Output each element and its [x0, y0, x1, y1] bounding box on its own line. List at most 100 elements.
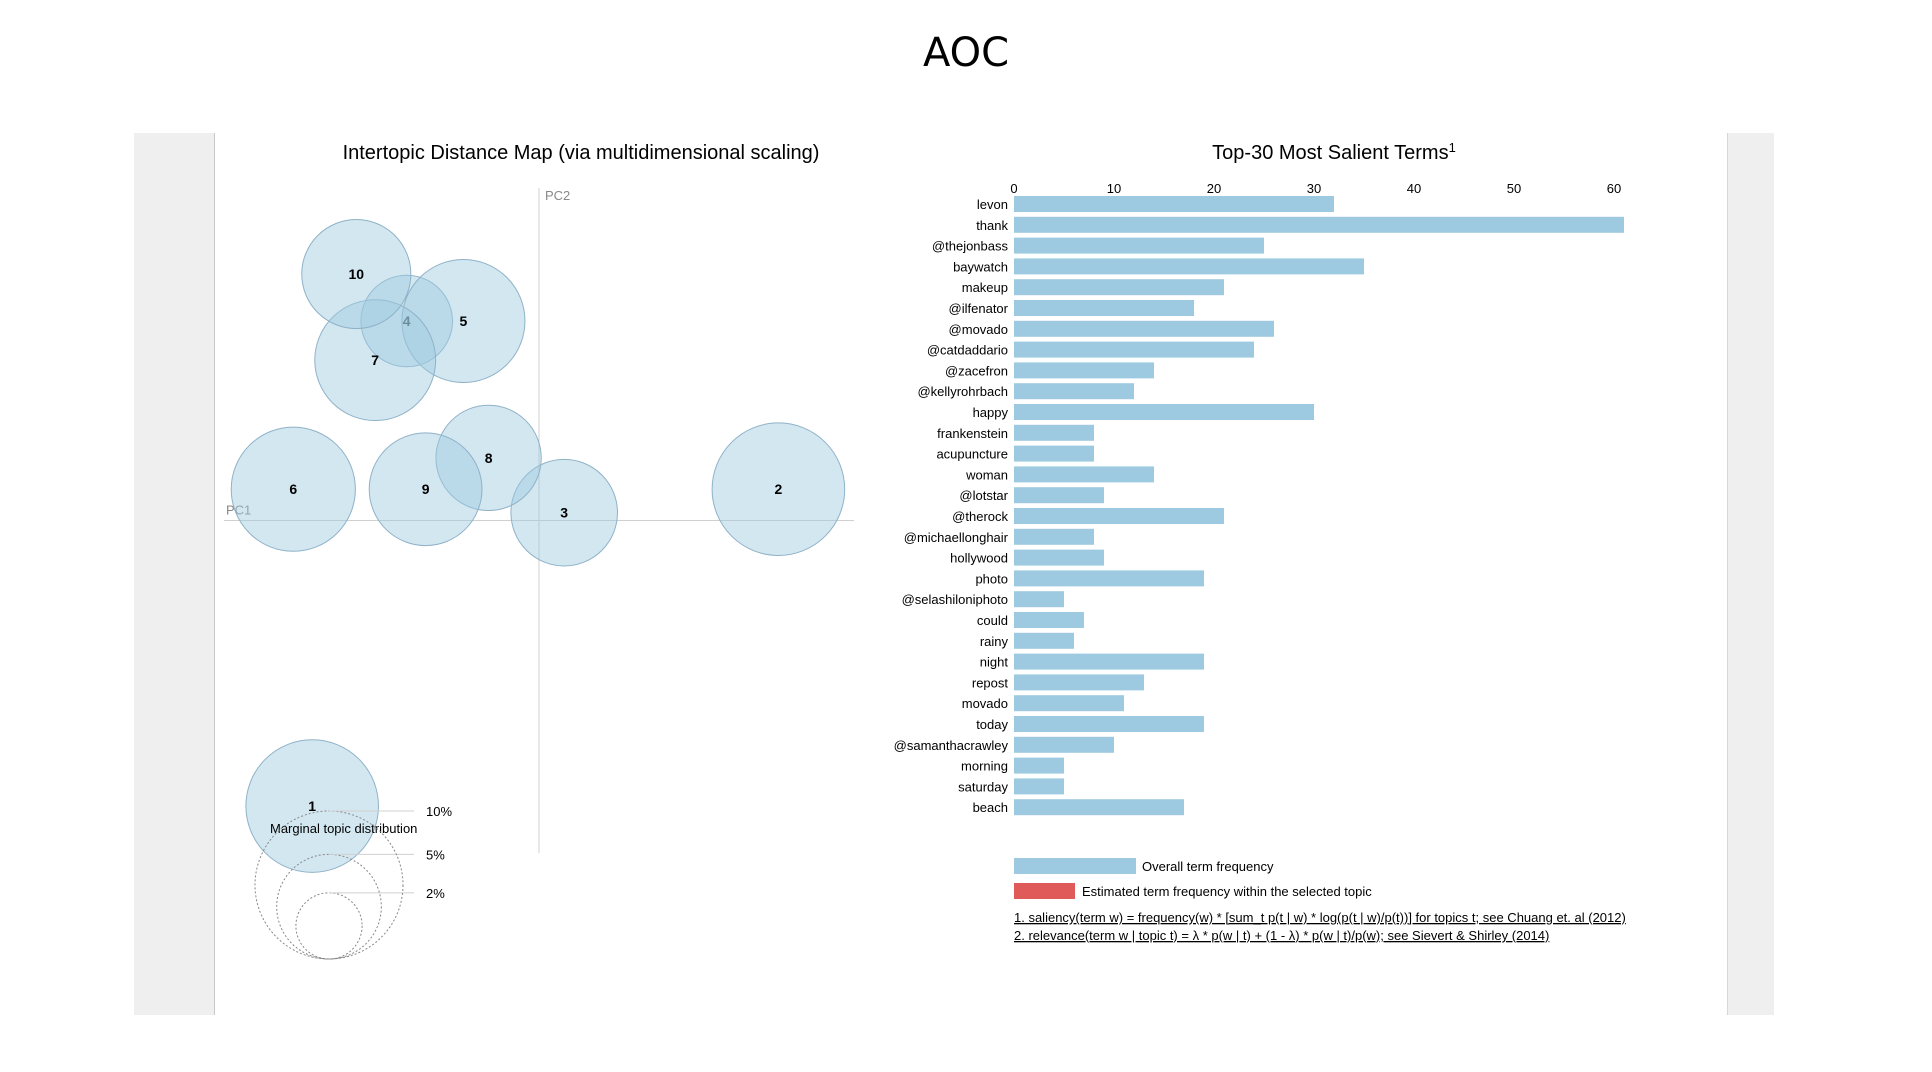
term-label: @selashiloniphoto	[902, 592, 1008, 607]
term-row[interactable]: baywatch	[953, 258, 1364, 275]
term-row[interactable]: @samanthacrawley	[894, 736, 1114, 753]
term-row[interactable]: night	[980, 653, 1204, 670]
term-row[interactable]: @kellyrohrbach	[917, 383, 1134, 400]
term-row[interactable]: makeup	[962, 279, 1224, 296]
term-label: woman	[965, 467, 1008, 482]
term-row[interactable]: woman	[965, 466, 1154, 483]
term-bar[interactable]	[1014, 632, 1074, 649]
topic-bubble[interactable]: 5	[401, 258, 526, 384]
bar-tick-label: 30	[1307, 181, 1321, 196]
term-bar[interactable]	[1014, 279, 1224, 296]
term-row[interactable]: morning	[961, 757, 1064, 774]
term-row[interactable]: @thejonbass	[932, 237, 1264, 254]
bar-tick-label: 20	[1207, 181, 1221, 196]
term-bar[interactable]	[1014, 362, 1154, 379]
topic-circle[interactable]	[301, 219, 412, 330]
topic-circle[interactable]	[401, 258, 526, 384]
term-row[interactable]: happy	[973, 404, 1314, 420]
term-row[interactable]: rainy	[980, 632, 1074, 649]
term-row[interactable]: today	[976, 716, 1204, 732]
term-bar[interactable]	[1014, 570, 1204, 587]
bar-legend: Overall term frequency Estimated term fr…	[1014, 858, 1372, 899]
term-bar[interactable]	[1014, 445, 1094, 462]
salient-term-bars: levon thank @thejonbass baywatch makeup @ilfe…	[894, 196, 1624, 816]
term-bar[interactable]	[1014, 341, 1254, 358]
term-row[interactable]: repost	[972, 674, 1144, 691]
topic-circle[interactable]	[245, 739, 379, 873]
term-bar[interactable]	[1014, 216, 1624, 233]
topic-circle[interactable]	[435, 404, 542, 512]
topic-bubble[interactable]: 1	[245, 739, 379, 873]
topic-bubble[interactable]: 4	[360, 274, 453, 368]
term-label: night	[980, 655, 1009, 670]
term-row[interactable]: thank	[976, 216, 1624, 233]
term-label: happy	[973, 405, 1009, 420]
term-bar[interactable]	[1014, 674, 1144, 691]
term-bar[interactable]	[1014, 528, 1094, 545]
footnote-relevance: 2. relevance(term w | topic t) = λ * p(w…	[1014, 928, 1549, 943]
term-bar[interactable]	[1014, 716, 1204, 732]
term-bar[interactable]	[1014, 424, 1094, 441]
topic-circle[interactable]	[368, 432, 483, 547]
topic-bubble[interactable]: 8	[435, 404, 542, 512]
term-row[interactable]: @ilfenator	[949, 300, 1194, 316]
term-row[interactable]: levon	[977, 196, 1334, 212]
topic-bubble[interactable]: 2	[711, 422, 846, 556]
term-bar[interactable]	[1014, 757, 1064, 774]
topic-bubble[interactable]: 7	[314, 299, 437, 422]
topic-bubble[interactable]: 9	[368, 432, 483, 547]
term-bar[interactable]	[1014, 237, 1264, 254]
term-bar[interactable]	[1014, 258, 1364, 275]
term-row[interactable]: @selashiloniphoto	[902, 591, 1064, 608]
topic-number-label: 5	[460, 313, 468, 329]
topic-circle[interactable]	[510, 458, 618, 567]
topic-bubble[interactable]: 10	[301, 219, 412, 330]
term-bar[interactable]	[1014, 404, 1314, 420]
term-label: @movado	[949, 322, 1008, 337]
term-label: repost	[972, 675, 1009, 690]
term-row[interactable]: @zacefron	[945, 362, 1154, 379]
term-bar[interactable]	[1014, 487, 1104, 504]
term-row[interactable]: saturday	[958, 778, 1064, 795]
term-row[interactable]: @therock	[952, 508, 1224, 524]
term-row[interactable]: @lotstar	[959, 487, 1104, 504]
term-bar[interactable]	[1014, 196, 1334, 212]
term-row[interactable]: @michaellonghair	[904, 528, 1094, 545]
term-bar[interactable]	[1014, 466, 1154, 483]
term-row[interactable]: hollywood	[950, 549, 1104, 566]
term-row[interactable]: frankenstein	[937, 424, 1094, 441]
term-bar[interactable]	[1014, 300, 1194, 316]
term-row[interactable]: acupuncture	[936, 445, 1094, 462]
term-bar[interactable]	[1014, 549, 1104, 566]
term-bar[interactable]	[1014, 320, 1274, 337]
bar-tick-label: 0	[1010, 181, 1017, 196]
topic-circle[interactable]	[314, 299, 437, 422]
term-row[interactable]: @catdaddario	[927, 341, 1254, 358]
size-legend-circle	[295, 892, 363, 960]
term-row[interactable]: photo	[975, 570, 1204, 587]
term-label: @kellyrohrbach	[917, 384, 1008, 399]
term-bar[interactable]	[1014, 799, 1184, 816]
topic-bubble[interactable]: 3	[510, 458, 618, 567]
term-row[interactable]: @movado	[949, 320, 1274, 337]
topic-circle[interactable]	[360, 274, 453, 368]
intertopic-map-title: Intertopic Distance Map (via multidimens…	[343, 142, 820, 164]
term-bar[interactable]	[1014, 612, 1084, 628]
term-row[interactable]: movado	[962, 695, 1124, 712]
topic-circle[interactable]	[230, 426, 356, 552]
term-bar[interactable]	[1014, 736, 1114, 753]
salient-terms-title-superscript: 1	[1449, 140, 1456, 155]
term-row[interactable]: could	[977, 612, 1084, 628]
topic-circle[interactable]	[711, 422, 846, 556]
term-label: hollywood	[950, 551, 1008, 566]
term-bar[interactable]	[1014, 653, 1204, 670]
term-bar[interactable]	[1014, 591, 1064, 608]
topic-bubble[interactable]: 6	[230, 426, 356, 552]
term-bar[interactable]	[1014, 695, 1124, 712]
term-label: today	[976, 717, 1008, 732]
term-bar[interactable]	[1014, 508, 1224, 524]
term-bar[interactable]	[1014, 778, 1064, 795]
topic-number-label: 7	[371, 352, 379, 368]
term-bar[interactable]	[1014, 383, 1134, 400]
term-row[interactable]: beach	[973, 799, 1184, 816]
